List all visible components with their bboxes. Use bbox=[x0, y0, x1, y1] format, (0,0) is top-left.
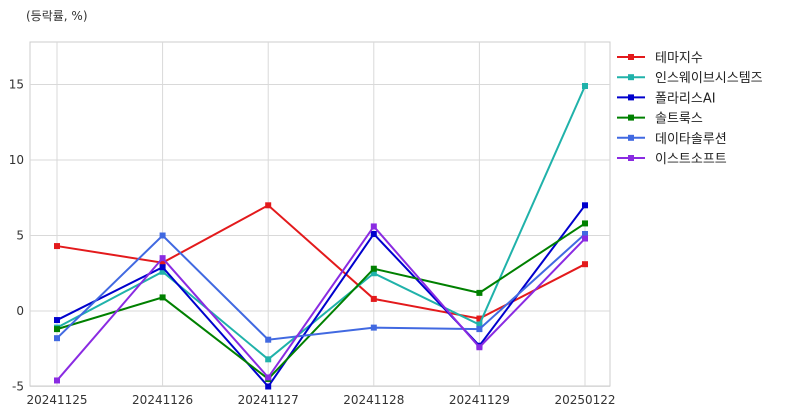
legend-item: 데이타솔루션 bbox=[617, 132, 727, 147]
legend-label: 데이타솔루션 bbox=[655, 132, 727, 147]
data-point bbox=[265, 202, 272, 209]
plot-area bbox=[29, 41, 611, 387]
data-point bbox=[582, 83, 588, 90]
legend-item: 인스웨이브시스템즈 bbox=[617, 71, 763, 86]
legend-label: 솔트룩스 bbox=[655, 112, 703, 127]
data-point bbox=[159, 264, 166, 271]
data-point bbox=[159, 259, 166, 266]
legend-item: 테마지수 bbox=[617, 51, 703, 66]
x-tick-label: 20241127 bbox=[238, 393, 299, 407]
data-point bbox=[582, 230, 588, 237]
data-point bbox=[370, 223, 377, 230]
data-point bbox=[582, 202, 588, 209]
legend-label: 폴라리스AI bbox=[655, 91, 716, 106]
unit-label: (등락률, %) bbox=[26, 9, 88, 23]
series-lines bbox=[54, 83, 588, 390]
series-5 bbox=[54, 223, 588, 384]
data-point bbox=[370, 270, 377, 277]
legend-item: 폴라리스AI bbox=[617, 91, 716, 106]
data-point bbox=[370, 230, 377, 237]
x-tick-label: 20241128 bbox=[343, 393, 404, 407]
y-tick-label: 0 bbox=[16, 304, 24, 318]
data-point bbox=[265, 374, 272, 381]
data-point bbox=[159, 232, 166, 239]
series-line bbox=[56, 233, 586, 341]
data-point bbox=[476, 321, 483, 328]
data-point bbox=[54, 243, 60, 250]
x-tick-label: 20250122 bbox=[554, 393, 615, 407]
legend-marker bbox=[628, 114, 634, 121]
data-point bbox=[265, 336, 272, 343]
data-point bbox=[159, 294, 166, 301]
x-tick-label: 20241125 bbox=[26, 393, 87, 407]
x-tick-label: 20241129 bbox=[449, 393, 510, 407]
y-tick-label: 15 bbox=[9, 78, 24, 92]
legend-marker bbox=[628, 54, 634, 60]
y-tick-label: 5 bbox=[16, 229, 24, 243]
legend-item: 솔트룩스 bbox=[617, 112, 703, 127]
x-axis: 20241125 20241126 20241127 20241128 20241129… bbox=[26, 393, 615, 407]
data-point bbox=[54, 377, 60, 384]
data-point bbox=[54, 317, 60, 324]
y-axis: -5 0 5 10 15 bbox=[9, 78, 24, 394]
data-point bbox=[265, 383, 272, 390]
legend-label: 인스웨이브시스템즈 bbox=[655, 71, 763, 86]
y-tick-label: -5 bbox=[12, 380, 24, 394]
x-tick-label: 20241126 bbox=[132, 393, 193, 407]
series-line bbox=[56, 222, 586, 381]
data-point bbox=[476, 326, 483, 333]
series-4 bbox=[54, 230, 588, 343]
data-point bbox=[476, 315, 483, 322]
data-point bbox=[54, 335, 60, 342]
data-point bbox=[370, 295, 377, 302]
legend-item: 이스트소프트 bbox=[617, 152, 727, 167]
y-tick-label: 10 bbox=[9, 153, 24, 167]
data-point bbox=[159, 255, 166, 262]
legend-marker bbox=[628, 134, 634, 141]
data-point bbox=[582, 235, 588, 242]
data-point bbox=[370, 324, 377, 331]
series-line bbox=[56, 204, 586, 320]
data-point bbox=[476, 344, 483, 351]
data-point bbox=[54, 326, 60, 333]
legend-marker bbox=[628, 155, 634, 161]
data-point bbox=[582, 220, 588, 227]
series-line bbox=[56, 224, 586, 382]
legend-label: 이스트소프트 bbox=[655, 152, 727, 167]
series-line bbox=[56, 85, 586, 361]
legend-marker bbox=[628, 94, 634, 101]
data-point bbox=[476, 289, 483, 296]
data-point bbox=[582, 261, 588, 268]
data-point bbox=[370, 265, 377, 272]
data-point bbox=[159, 268, 166, 275]
series-line bbox=[56, 204, 586, 389]
legend-marker bbox=[628, 74, 634, 81]
legend-label: 테마지수 bbox=[655, 51, 703, 66]
series-0 bbox=[54, 202, 588, 322]
data-point bbox=[265, 356, 272, 363]
